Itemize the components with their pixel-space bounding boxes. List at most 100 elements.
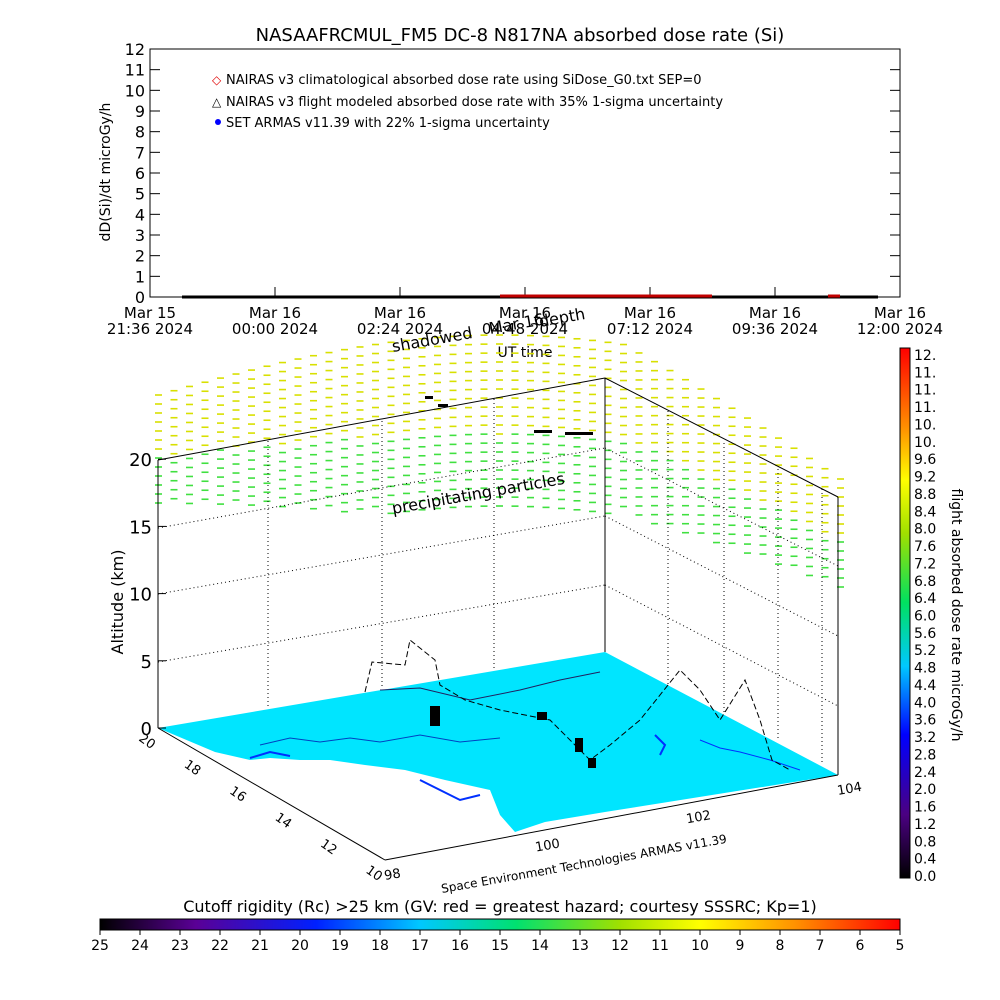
longitude-tick-label: 100 <box>534 837 561 856</box>
dose-colorbar-tick-label: 4.4 <box>914 678 936 694</box>
dose-colorbar-tick-label: 10. <box>914 435 936 451</box>
altitude-tick-label: 15 <box>129 517 152 538</box>
longitude-tick-label: 98 <box>383 866 402 884</box>
latitude-tick-label: 12 <box>317 837 339 859</box>
rigidity-tick-label: 13 <box>571 938 589 954</box>
rigidity-tick-label: 23 <box>171 938 189 954</box>
top-y-tick-label: 12 <box>125 40 145 59</box>
rigidity-tick-label: 14 <box>531 938 549 954</box>
top-x-tick-date: Mar 16 <box>499 304 551 322</box>
legend-marker-armas <box>215 119 221 125</box>
latitude-axis-line <box>157 727 386 861</box>
altitude-axis-label: Altitude (km) <box>108 550 127 655</box>
rigidity-tick-label: 25 <box>91 938 109 954</box>
latitude-tick-label: 16 <box>227 784 249 806</box>
dose-colorbar-tick-label: 12. <box>914 348 936 364</box>
dose-colorbar-ticks: 12.11.11.11.10.10.9.69.28.88.48.07.67.26… <box>914 348 936 885</box>
top-x-tick-time: 00:00 2024 <box>232 320 318 338</box>
top-y-tick-label: 11 <box>125 61 145 80</box>
flight-altitude-marks <box>425 396 593 435</box>
altitude-tick-label: 10 <box>129 585 152 606</box>
altitude-tick-label: 0 <box>141 719 152 740</box>
dose-colorbar-tick-label: 0.0 <box>914 869 936 885</box>
dose-colorbar-tick-label: 0.4 <box>914 852 936 868</box>
rigidity-tick-label: 15 <box>491 938 509 954</box>
dose-colorbar-tick-label: 7.2 <box>914 556 936 572</box>
dose-colorbar-tick-label: 9.6 <box>914 452 936 468</box>
dose-colorbar-tick-label: 11. <box>914 383 936 399</box>
altitude-tick-label: 20 <box>129 450 152 471</box>
rigidity-tick-label: 18 <box>371 938 389 954</box>
altitude-tick-label: 5 <box>141 652 152 673</box>
dose-colorbar-tick-label: 6.4 <box>914 591 936 607</box>
legend-marker-climatological: ◇ <box>212 73 222 87</box>
dose-colorbar-tick-label: 6.0 <box>914 609 936 625</box>
longitude-tick-label: 104 <box>836 780 863 799</box>
dose-colorbar-tick-label: 1.6 <box>914 800 936 816</box>
top-x-tick-time: 12:00 2024 <box>857 320 943 338</box>
dose-colorbar-tick-label: 8.8 <box>914 487 936 503</box>
legend-label-armas: SET ARMAS v11.39 with 22% 1-sigma uncert… <box>226 116 550 131</box>
rigidity-tick-label: 21 <box>251 938 269 954</box>
precipitating-particles-field <box>155 334 844 588</box>
dose-colorbar <box>899 347 911 879</box>
latitude-axis: 20 18 16 14 12 10 <box>136 731 385 885</box>
dose-colorbar-tick-label: 0.8 <box>914 834 936 850</box>
rigidity-tick-label: 7 <box>816 938 825 954</box>
top-y-tick-label: 6 <box>135 164 145 183</box>
rigidity-tick-label: 10 <box>691 938 709 954</box>
top-x-tick-date: Mar 16 <box>249 304 301 322</box>
top-x-tick-time: 02:24 2024 <box>357 320 443 338</box>
dose-colorbar-tick-label: 9.2 <box>914 470 936 486</box>
legend-label-flight-modeled: NAIRAS v3 flight modeled absorbed dose r… <box>226 95 723 110</box>
longitude-tick-label: 102 <box>685 808 712 827</box>
top-x-tick-date: Mar 16 <box>874 304 926 322</box>
top-y-tick-label: 10 <box>125 81 145 100</box>
rigidity-tick-label: 24 <box>131 938 149 954</box>
dose-colorbar-tick-label: 1.2 <box>914 817 936 833</box>
rigidity-tick-label: 5 <box>896 938 905 954</box>
rigidity-tick-label: 19 <box>331 938 349 954</box>
latitude-tick-label: 14 <box>272 810 294 832</box>
dose-colorbar-tick-label: 5.2 <box>914 643 936 659</box>
latitude-tick-label: 18 <box>181 757 203 779</box>
dose-colorbar-tick-label: 8.4 <box>914 504 936 520</box>
dose-colorbar-tick-label: 7.6 <box>914 539 936 555</box>
top-x-axis-label: UT time <box>498 345 553 361</box>
dose-colorbar-tick-label: 2.0 <box>914 782 936 798</box>
legend-marker-flight-modeled: △ <box>212 95 222 109</box>
dose-colorbar-tick-label: 2.8 <box>914 747 936 763</box>
dose-colorbar-tick-label: 4.0 <box>914 695 936 711</box>
rigidity-tick-label: 22 <box>211 938 229 954</box>
dose-colorbar-tick-label: 4.8 <box>914 661 936 677</box>
dose-colorbar-tick-label: 3.2 <box>914 730 936 746</box>
latitude-tick-label: 20 <box>136 731 158 753</box>
dose-colorbar-tick-label: 5.6 <box>914 626 936 642</box>
top-y-tick-label: 3 <box>135 226 145 245</box>
dose-colorbar-tick-label: 2.4 <box>914 765 936 781</box>
top-y-axis-label: dD(Si)/dt microGy/h <box>98 103 114 242</box>
top-x-tick-date: Mar 16 <box>624 304 676 322</box>
dose-colorbar-tick-label: 11. <box>914 365 936 381</box>
rigidity-colorbar <box>99 918 901 931</box>
longitude-axis: 98 100 102 104 <box>383 780 863 884</box>
rigidity-tick-label: 17 <box>411 938 429 954</box>
flight-track <box>364 639 791 771</box>
top-x-tick-date: Mar 15 <box>124 304 176 322</box>
top-y-tick-label: 9 <box>135 102 145 121</box>
box-grid <box>157 399 839 762</box>
rigidity-tick-label: 6 <box>856 938 865 954</box>
rigidity-tick-label: 20 <box>291 938 309 954</box>
legend: ◇ NAIRAS v3 climatological absorbed dose… <box>212 73 723 131</box>
chart-title: NASAAFRCMUL_FM5 DC-8 N817NA absorbed dos… <box>256 25 785 46</box>
top-y-tick-label: 0 <box>135 288 145 307</box>
dose-colorbar-label: flight absorbed dose rate microGy/h <box>948 489 964 742</box>
latitude-tick-label: 10 <box>363 863 385 885</box>
top-x-tick-time: 21:36 2024 <box>107 320 193 338</box>
rigidity-tick-label: 11 <box>651 938 669 954</box>
top-x-tick-date: Mar 16 <box>374 304 426 322</box>
dose-colorbar-tick-label: 3.6 <box>914 713 936 729</box>
